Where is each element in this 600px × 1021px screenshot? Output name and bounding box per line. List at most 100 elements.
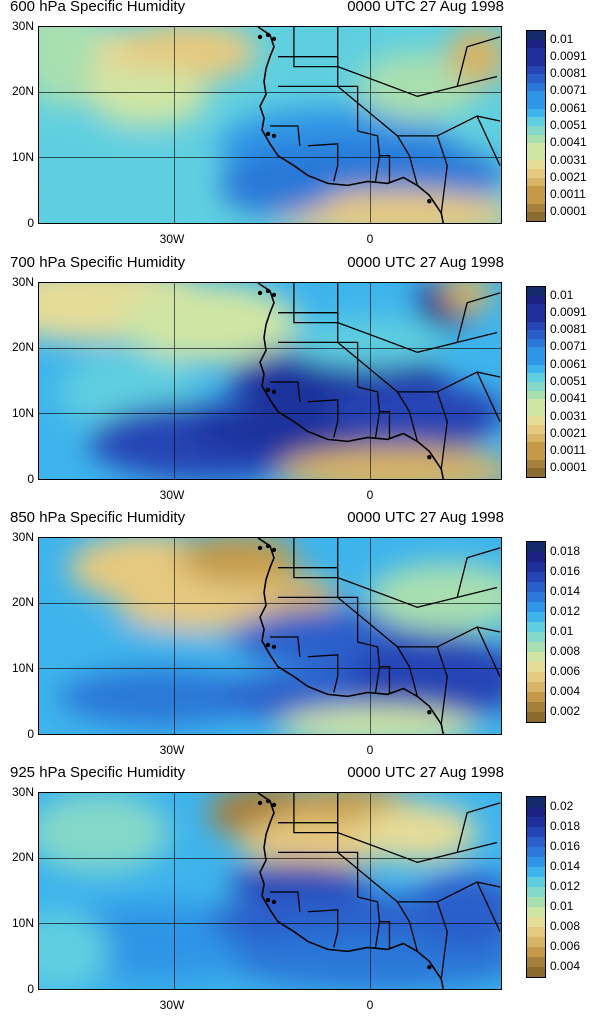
lon-label-30w: 30W — [159, 232, 185, 246]
country-border — [337, 576, 498, 608]
colorbar-swatch — [527, 847, 545, 857]
country-border — [379, 155, 391, 184]
colorbar-label: 0.01 — [550, 287, 574, 302]
colorbar — [526, 30, 546, 222]
humidity-map — [38, 537, 502, 735]
colorbar-label: 0.01 — [550, 899, 574, 913]
colorbar-label: 0.0091 — [550, 48, 587, 63]
coastline — [257, 27, 445, 223]
panel-600hpa: 600 hPa Specific Humidity 0000 UTC 27 Au… — [0, 0, 600, 255]
colorbar-label: 0.002 — [550, 704, 581, 718]
panel-title: 700 hPa Specific Humidity — [10, 254, 186, 271]
colorbar-label: 0.0071 — [550, 339, 587, 354]
lat-label-10n: 10N — [11, 406, 34, 420]
colorbar-swatch — [527, 622, 545, 632]
humidity-contour — [39, 27, 99, 107]
country-border — [277, 851, 359, 897]
colorbar-label: 0.014 — [550, 859, 581, 873]
country-border — [277, 85, 359, 131]
coastline — [257, 793, 445, 989]
colorbar-swatch — [527, 907, 545, 917]
colorbar-swatch — [527, 957, 545, 967]
lat-label-10n: 10N — [11, 150, 34, 164]
island — [271, 802, 277, 808]
country-border — [396, 135, 418, 186]
colorbar-swatch — [527, 364, 545, 374]
colorbar-swatch — [527, 48, 545, 57]
lat-label-10n: 10N — [11, 916, 34, 930]
lat-label-20n: 20N — [11, 595, 34, 609]
colorbar-label: 0.014 — [550, 584, 581, 598]
colorbar-label: 0.0021 — [550, 425, 587, 440]
colorbar-label: 0.004 — [550, 684, 581, 698]
lat-label-eq: 0 — [27, 982, 34, 996]
colorbar-swatch — [527, 356, 545, 365]
colorbar-swatch — [527, 186, 545, 195]
colorbar-swatch — [527, 542, 545, 552]
humidity-contour — [357, 802, 478, 863]
country-border — [397, 626, 501, 648]
colorbar-swatch — [527, 582, 545, 592]
lat-label-30n: 30N — [11, 275, 34, 289]
colorbar-swatch — [527, 39, 545, 49]
colorbar — [526, 796, 546, 978]
colorbar-label: 0.0001 — [550, 460, 587, 475]
island — [427, 199, 432, 204]
map-canvas — [39, 538, 501, 734]
colorbar-swatch — [527, 312, 545, 322]
colorbar-swatch — [527, 203, 545, 213]
colorbar-swatch — [527, 108, 545, 118]
lat-label-eq: 0 — [27, 216, 34, 230]
country-border — [270, 125, 301, 146]
lat-label-30n: 30N — [11, 785, 34, 799]
colorbar-label: 0.0071 — [550, 83, 587, 98]
humidity-contour — [118, 283, 298, 363]
country-border — [293, 793, 339, 834]
colorbar-swatch — [527, 652, 545, 662]
lat-label-20n: 20N — [11, 850, 34, 864]
colorbar-swatch — [527, 592, 545, 602]
lon-label-0: 0 — [366, 998, 374, 1012]
colorbar-swatch — [527, 91, 545, 100]
island — [257, 800, 263, 806]
country-border — [307, 909, 339, 948]
island — [427, 455, 432, 460]
colorbar-swatch — [527, 682, 545, 692]
colorbar-swatch — [527, 459, 545, 469]
lat-label-30n: 30N — [11, 19, 34, 33]
colorbar-swatch — [527, 877, 545, 887]
colorbar-swatch — [527, 160, 545, 169]
colorbar-swatch — [527, 947, 545, 957]
colorbar-label: 0.0081 — [550, 322, 587, 337]
country-border — [293, 27, 339, 68]
humidity-contour — [278, 190, 501, 223]
colorbar-swatch — [527, 797, 545, 807]
island — [265, 387, 271, 393]
country-border — [337, 65, 498, 97]
humidity-contour — [228, 931, 501, 989]
colorbar-swatch — [527, 143, 545, 152]
country-border — [357, 641, 381, 693]
colorbar-swatch — [527, 837, 545, 847]
colorbar-swatch — [527, 390, 545, 400]
colorbar-swatch — [527, 672, 545, 682]
country-border — [456, 292, 501, 343]
island — [271, 389, 277, 395]
country-border — [277, 567, 398, 648]
country-border — [307, 143, 339, 182]
humidity-contour — [88, 66, 209, 126]
colorbar-swatch — [527, 304, 545, 313]
colorbar-swatch — [527, 212, 545, 221]
colorbar-swatch — [527, 347, 545, 356]
colorbar-label: 0.016 — [550, 839, 581, 853]
island — [271, 292, 277, 298]
colorbar-swatch — [527, 562, 545, 572]
colorbar-label: 0.006 — [550, 939, 581, 953]
colorbar-label: 0.0051 — [550, 118, 587, 132]
colorbar-swatch — [527, 817, 545, 827]
island — [265, 897, 271, 903]
humidity-map — [38, 26, 502, 224]
colorbar-swatch — [527, 937, 545, 947]
colorbar-swatch — [527, 552, 545, 562]
colorbar-swatch — [527, 442, 545, 451]
